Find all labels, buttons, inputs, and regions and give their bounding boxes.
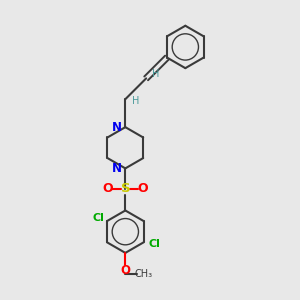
Text: CH₃: CH₃ — [134, 269, 153, 279]
Text: Cl: Cl — [148, 239, 160, 249]
Text: N: N — [112, 121, 122, 134]
Text: H: H — [152, 69, 159, 79]
Text: O: O — [102, 182, 113, 196]
Text: H: H — [132, 96, 139, 106]
Text: Cl: Cl — [92, 213, 104, 223]
Text: O: O — [138, 182, 148, 196]
Text: O: O — [120, 264, 130, 277]
Text: S: S — [121, 182, 130, 196]
Text: N: N — [112, 162, 122, 175]
